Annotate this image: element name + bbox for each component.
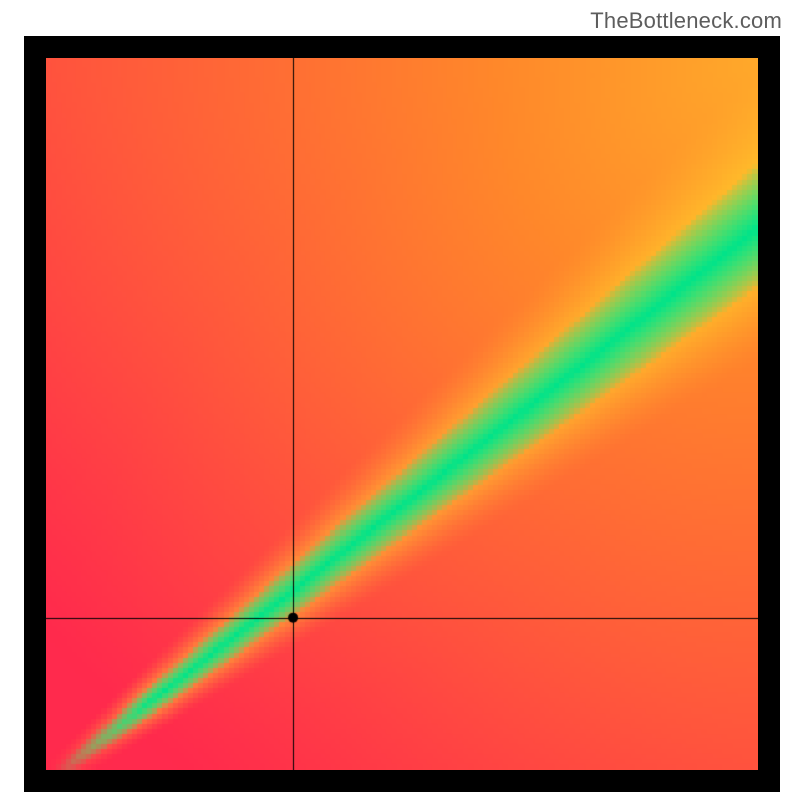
watermark: TheBottleneck.com (590, 8, 782, 34)
bottleneck-heatmap (46, 58, 758, 770)
